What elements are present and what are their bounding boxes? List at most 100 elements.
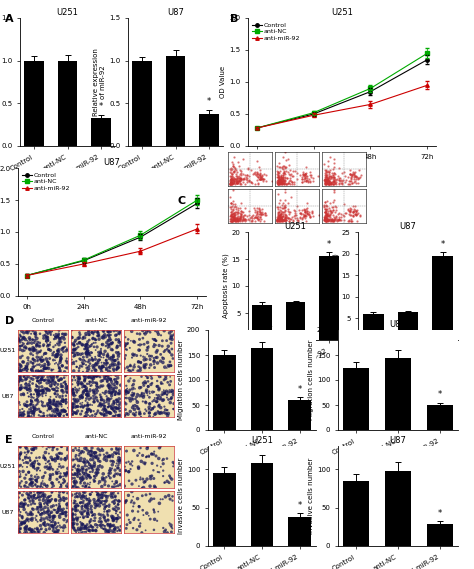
- Point: [286, 214, 294, 223]
- Point: [169, 462, 177, 471]
- Point: [278, 171, 285, 180]
- Point: [233, 174, 241, 183]
- Point: [101, 402, 109, 411]
- Point: [82, 396, 90, 405]
- Point: [330, 213, 338, 222]
- Point: [257, 210, 265, 219]
- Point: [68, 376, 76, 385]
- Point: [281, 175, 289, 184]
- Point: [258, 204, 266, 213]
- Point: [105, 381, 113, 390]
- Point: [133, 525, 141, 534]
- Point: [109, 345, 117, 354]
- Point: [237, 216, 244, 225]
- Point: [30, 527, 38, 536]
- Point: [94, 371, 101, 380]
- Point: [303, 207, 310, 216]
- Point: [112, 331, 119, 340]
- Point: [301, 172, 309, 182]
- Point: [126, 518, 134, 527]
- Point: [130, 362, 138, 372]
- Point: [51, 378, 59, 387]
- Point: [255, 216, 262, 225]
- Point: [127, 361, 135, 370]
- Point: [322, 172, 330, 181]
- Point: [167, 333, 175, 342]
- Point: [321, 216, 328, 225]
- Point: [298, 208, 305, 217]
- Point: [26, 333, 33, 343]
- Point: [25, 407, 32, 417]
- Point: [51, 512, 58, 521]
- Point: [349, 208, 357, 217]
- Point: [227, 179, 234, 188]
- Point: [123, 409, 130, 418]
- Point: [39, 505, 47, 514]
- Point: [89, 361, 97, 370]
- Point: [349, 170, 357, 179]
- Point: [322, 216, 329, 225]
- Point: [72, 336, 79, 345]
- Point: [93, 386, 101, 395]
- Point: [141, 460, 149, 469]
- Point: [20, 500, 27, 509]
- Point: [55, 411, 63, 420]
- Point: [46, 513, 54, 522]
- Point: [100, 521, 108, 530]
- Point: [109, 514, 116, 523]
- Point: [113, 330, 120, 339]
- Point: [275, 212, 283, 221]
- Point: [279, 175, 286, 184]
- Point: [36, 482, 44, 491]
- Point: [82, 502, 90, 512]
- Point: [37, 412, 45, 421]
- Point: [87, 407, 95, 417]
- Point: [39, 487, 47, 496]
- Point: [135, 345, 143, 354]
- Point: [236, 174, 243, 183]
- Point: [64, 446, 71, 455]
- Point: [109, 514, 116, 523]
- Point: [140, 389, 148, 398]
- Point: [237, 165, 244, 174]
- Point: [85, 522, 92, 531]
- Text: anti-NC: anti-NC: [84, 318, 108, 323]
- Point: [240, 174, 248, 183]
- Point: [31, 472, 39, 481]
- Point: [35, 488, 42, 497]
- Point: [280, 152, 287, 162]
- Point: [242, 175, 250, 184]
- Point: [107, 382, 115, 391]
- Point: [306, 177, 314, 186]
- Point: [85, 390, 92, 399]
- Point: [278, 178, 285, 187]
- Point: [142, 372, 150, 381]
- Point: [320, 159, 328, 168]
- Point: [54, 349, 61, 358]
- Point: [152, 409, 160, 418]
- Point: [89, 333, 97, 343]
- Point: [237, 209, 245, 218]
- Point: [256, 207, 264, 216]
- Point: [48, 366, 55, 375]
- Point: [105, 452, 112, 461]
- Point: [54, 508, 61, 517]
- Point: [104, 511, 112, 520]
- Point: [228, 212, 236, 221]
- Point: [21, 499, 29, 508]
- Point: [98, 340, 106, 349]
- Point: [321, 176, 328, 185]
- Point: [124, 410, 132, 419]
- Point: [86, 359, 94, 368]
- Point: [86, 526, 94, 535]
- Point: [15, 501, 22, 510]
- Point: [111, 492, 119, 501]
- Point: [52, 334, 60, 343]
- Point: [96, 400, 103, 409]
- Point: [228, 176, 235, 185]
- Point: [274, 209, 282, 218]
- Point: [286, 166, 294, 175]
- Point: [111, 465, 119, 475]
- Point: [253, 209, 261, 218]
- Point: [113, 514, 121, 523]
